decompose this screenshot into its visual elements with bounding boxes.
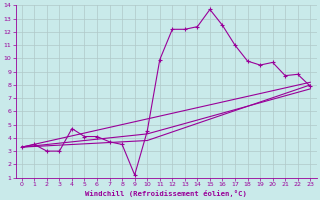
X-axis label: Windchill (Refroidissement éolien,°C): Windchill (Refroidissement éolien,°C) [85,190,247,197]
